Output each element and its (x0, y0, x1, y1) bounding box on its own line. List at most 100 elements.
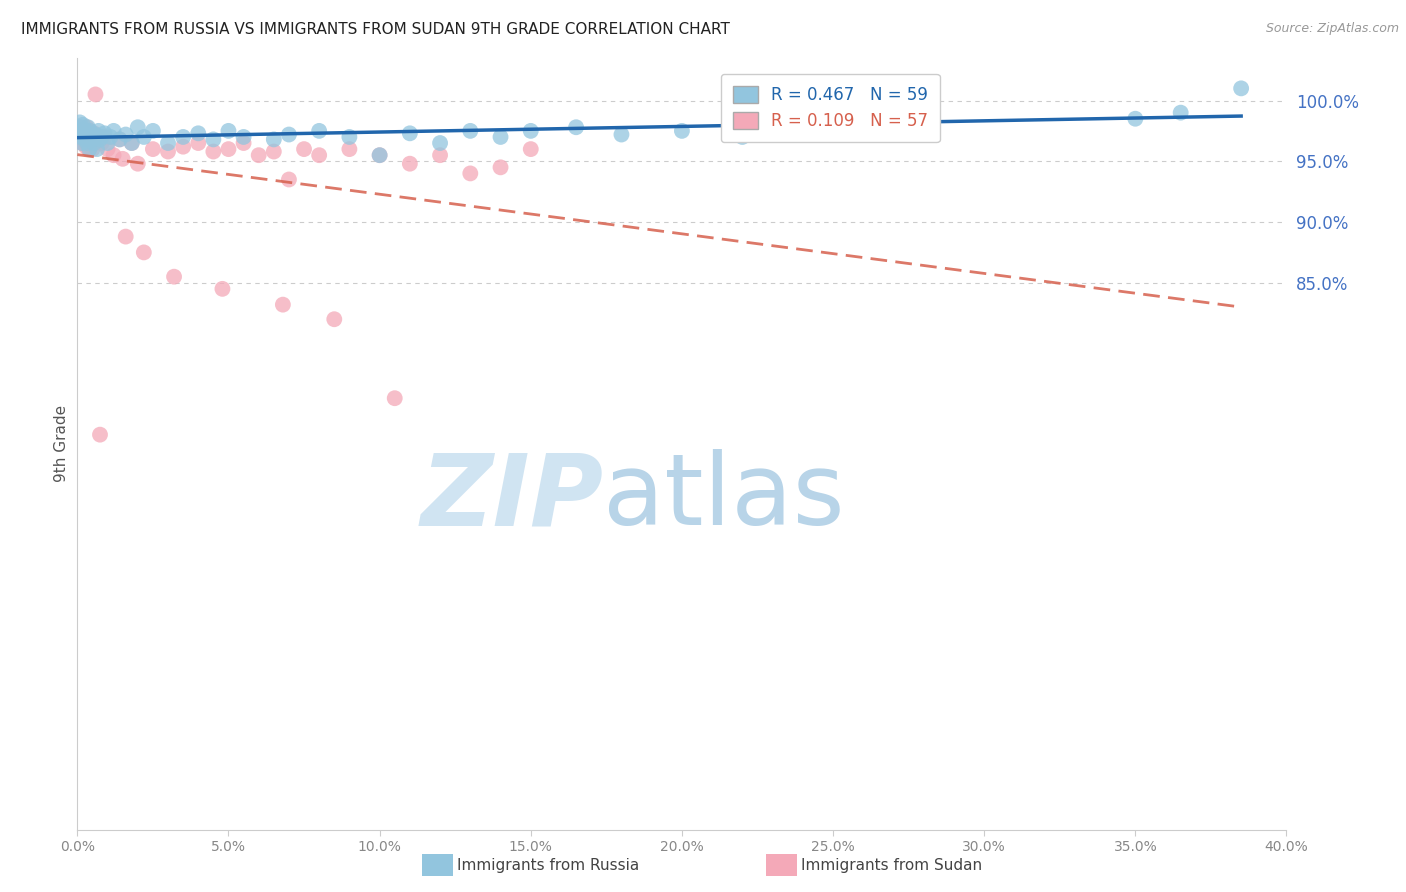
Point (1125, 112, 1147, 126)
Point (142, 124, 165, 138)
Point (90, 130, 112, 145)
Point (93, 130, 115, 145)
Point (73, 124, 96, 138)
Point (292, 142, 315, 156)
Point (80, 132, 103, 146)
Point (127, 157, 149, 171)
Text: Immigrants from Sudan: Immigrants from Sudan (801, 858, 983, 872)
Point (142, 142, 165, 156)
Point (429, 136, 451, 150)
Point (172, 139, 194, 153)
Point (72, 132, 94, 146)
Point (157, 145, 180, 159)
Point (90, 136, 112, 150)
Point (111, 152, 134, 166)
Point (163, 269, 186, 284)
Point (232, 136, 254, 150)
Point (83, 126, 105, 140)
Point (1230, 81, 1253, 95)
Point (75, 139, 97, 153)
Point (93, 126, 115, 140)
Y-axis label: 9th Grade: 9th Grade (53, 405, 69, 483)
Point (67, 120, 90, 135)
Point (73, 122, 96, 136)
Point (103, 148, 125, 162)
Point (271, 298, 294, 312)
Point (70, 130, 93, 145)
Point (73, 132, 96, 146)
Point (69, 115, 91, 129)
Text: atlas: atlas (603, 450, 845, 546)
Point (520, 142, 543, 156)
Point (278, 172, 301, 186)
Point (792, 124, 814, 138)
Point (96, 136, 118, 150)
Point (565, 120, 588, 135)
Point (278, 128, 301, 142)
Point (83, 136, 105, 150)
Point (247, 148, 270, 162)
Point (489, 130, 512, 145)
Point (80, 126, 103, 140)
Point (70, 136, 93, 150)
Point (731, 130, 754, 145)
Point (187, 126, 209, 140)
Point (108, 132, 131, 146)
Point (87, 124, 110, 138)
Point (96, 142, 118, 156)
Point (103, 124, 125, 138)
Point (232, 130, 254, 145)
Point (100, 130, 122, 145)
Point (489, 161, 512, 175)
Point (84, 128, 107, 142)
Point (308, 148, 330, 162)
Point (79, 142, 101, 156)
Point (77, 120, 100, 135)
Point (70, 136, 93, 150)
Point (263, 145, 285, 159)
Legend: R = 0.467   N = 59, R = 0.109   N = 57: R = 0.467 N = 59, R = 0.109 N = 57 (721, 74, 939, 142)
Point (218, 124, 240, 138)
Point (384, 391, 406, 405)
Point (211, 282, 233, 296)
Point (399, 157, 422, 171)
Point (79, 124, 101, 138)
Point (202, 145, 225, 159)
Point (69, 124, 91, 138)
Point (77, 128, 100, 142)
Point (172, 130, 194, 145)
Point (263, 132, 285, 146)
Point (458, 124, 481, 138)
Point (610, 128, 633, 142)
Point (132, 245, 155, 260)
Point (132, 130, 155, 145)
Point (157, 136, 180, 150)
Point (520, 124, 543, 138)
Point (187, 136, 209, 150)
Point (89, 427, 111, 442)
Point (84, 87, 107, 102)
Text: Source: ZipAtlas.com: Source: ZipAtlas.com (1265, 22, 1399, 36)
Point (429, 148, 451, 162)
Point (108, 132, 131, 146)
Point (72, 118, 94, 132)
Point (671, 124, 693, 138)
Point (75, 125, 97, 139)
Point (121, 136, 143, 150)
Point (202, 132, 225, 146)
Point (67, 124, 90, 138)
Point (218, 142, 240, 156)
Point (339, 130, 360, 145)
Point (77, 128, 100, 142)
Point (79, 124, 101, 138)
Point (72, 128, 94, 142)
Point (72, 126, 94, 140)
Point (114, 128, 136, 142)
Point (114, 229, 136, 244)
Point (89, 132, 111, 146)
Point (77, 142, 100, 156)
Text: Immigrants from Russia: Immigrants from Russia (457, 858, 640, 872)
Point (69, 130, 91, 145)
Point (86, 142, 108, 156)
Point (368, 148, 391, 162)
